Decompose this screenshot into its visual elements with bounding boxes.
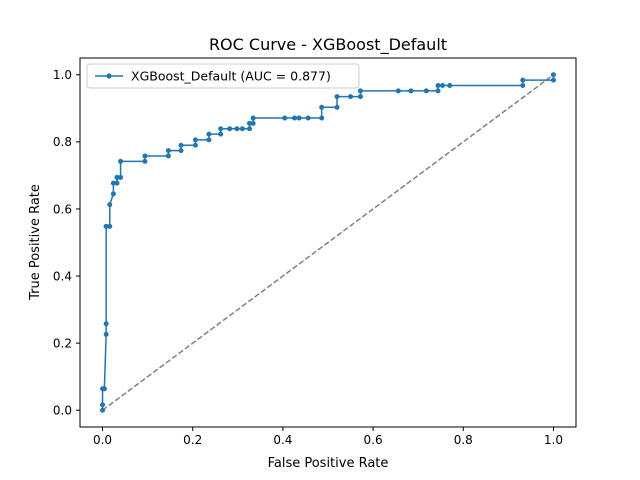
roc-point	[142, 153, 148, 159]
roc-point	[239, 126, 245, 132]
roc-point	[100, 402, 106, 408]
roc-point	[107, 223, 113, 229]
roc-point	[357, 88, 363, 94]
roc-point	[282, 115, 288, 121]
roc-point	[520, 77, 526, 83]
roc-point	[357, 94, 363, 100]
roc-point	[334, 94, 340, 100]
roc-point	[114, 174, 120, 180]
roc-point	[206, 131, 212, 137]
legend-box	[86, 63, 360, 89]
roc-point	[110, 191, 116, 197]
roc-point	[110, 180, 116, 186]
roc-point	[247, 120, 253, 126]
roc-point	[250, 115, 256, 121]
roc-point	[218, 126, 224, 132]
roc-point	[348, 94, 354, 100]
roc-point	[107, 202, 113, 208]
legend-marker-sample	[106, 73, 112, 79]
x-tick-label: 0.4	[273, 433, 292, 447]
roc-point	[334, 104, 340, 110]
y-tick-label: 1.0	[53, 68, 72, 82]
roc-point	[408, 88, 414, 94]
x-tick-label: 0.6	[364, 433, 383, 447]
roc-point	[103, 331, 109, 337]
roc-point	[250, 120, 256, 126]
x-tick-label: 1.0	[544, 433, 563, 447]
y-tick-label: 0.6	[53, 202, 72, 216]
legend: XGBoost_Default (AUC = 0.877)	[86, 63, 360, 89]
roc-point	[447, 83, 453, 89]
roc-point	[296, 115, 302, 121]
roc-point	[234, 126, 240, 132]
x-tick-label: 0.2	[183, 433, 202, 447]
y-tick-label: 0.4	[53, 269, 72, 283]
roc-point	[520, 83, 526, 89]
roc-point	[100, 407, 106, 413]
roc-point	[435, 88, 441, 94]
roc-point	[247, 126, 253, 132]
x-tick-label: 0.8	[454, 433, 473, 447]
axes: 0.0 0.2 0.4 0.6 0.8 1.0 0.0 0.2 0.4 0.6 0.8 1.0	[53, 68, 563, 447]
roc-point	[103, 223, 109, 229]
roc-point	[142, 158, 148, 164]
chance-diagonal-line	[102, 74, 554, 411]
y-tick-label: 0.0	[53, 404, 72, 418]
y-tick-label: 0.8	[53, 135, 72, 149]
roc-point	[305, 115, 311, 121]
plot-frame	[79, 57, 577, 428]
roc-point	[165, 148, 171, 154]
legend-label: XGBoost_Default (AUC = 0.877)	[131, 69, 331, 84]
roc-point	[292, 115, 298, 121]
roc-point	[319, 104, 325, 110]
x-axis-label: False Positive Rate	[268, 456, 389, 471]
roc-point	[395, 88, 401, 94]
roc-point	[103, 321, 109, 327]
roc-point	[178, 142, 184, 148]
roc-point	[118, 158, 124, 164]
roc-point	[550, 77, 556, 83]
roc-point	[423, 88, 429, 94]
y-axis-label: True Positive Rate	[28, 184, 43, 301]
roc-point	[165, 153, 171, 159]
roc-point	[192, 142, 198, 148]
roc-point	[435, 83, 441, 89]
y-tick-label: 0.2	[53, 336, 72, 350]
roc-point	[227, 126, 233, 132]
chart-marks	[100, 72, 556, 413]
roc-point	[114, 180, 120, 186]
roc-point	[218, 131, 224, 137]
roc-point	[550, 72, 556, 78]
roc-point	[319, 115, 325, 121]
roc-point	[118, 174, 124, 180]
roc-point	[192, 137, 198, 143]
roc-point	[178, 148, 184, 154]
roc-point	[440, 83, 446, 89]
chart-title: ROC Curve - XGBoost_Default	[209, 35, 447, 55]
x-tick-label: 0.0	[93, 433, 112, 447]
roc-point	[206, 137, 212, 143]
roc-point	[101, 386, 107, 392]
